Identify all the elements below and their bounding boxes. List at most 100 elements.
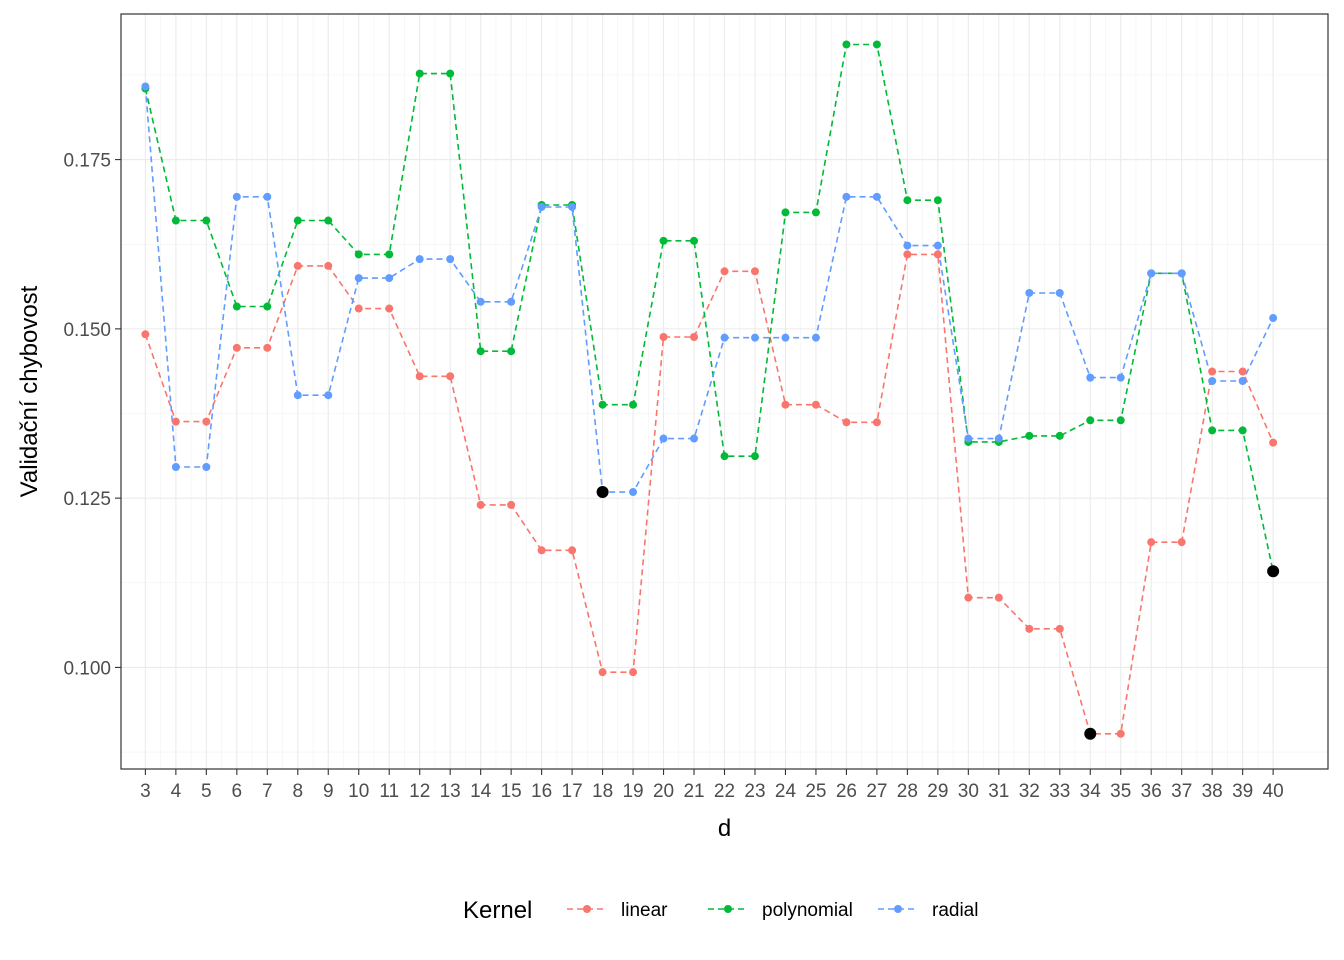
point-radial [690,434,699,443]
point-linear [964,593,973,602]
point-linear [263,343,272,352]
x-tick-label: 23 [744,781,765,802]
x-tick-label: 27 [866,781,887,802]
series-lines [144,43,1274,735]
point-radial [415,255,424,264]
y-tick-label: 0.175 [63,151,111,172]
x-tick-label: 6 [232,781,243,802]
point-radial [781,333,790,342]
point-linear [933,250,942,259]
x-tick-label: 7 [262,781,273,802]
point-linear [446,372,455,381]
point-polynomial [507,347,516,356]
x-tick-label: 17 [562,781,583,802]
point-polynomial [842,40,851,49]
x-tick-label: 33 [1049,781,1070,802]
point-radial [354,274,363,283]
x-tick-label: 39 [1232,781,1253,802]
point-radial [232,192,241,201]
point-linear [750,267,759,276]
point-radial [141,82,150,91]
x-tick-label: 29 [927,781,948,802]
point-linear [171,417,180,426]
grid-minor [121,14,1328,769]
point-linear [354,304,363,313]
legend-key-point-linear [583,905,591,913]
x-tick-label: 18 [592,781,613,802]
point-polynomial [659,236,668,245]
legend-key-point-radial [894,905,902,913]
legend-title: Kernel [463,897,532,924]
x-tick-label: 25 [805,781,826,802]
point-radial [1025,288,1034,297]
series-line-radial [144,86,1274,493]
x-tick-label: 15 [501,781,522,802]
x-tick-label: 22 [714,781,735,802]
point-polynomial [598,400,607,409]
point-polynomial [690,236,699,245]
x-tick-label: 12 [409,781,430,802]
point-radial [1116,373,1125,382]
y-axis-title: Validační chybovost [16,285,43,497]
highlight-point-linear [1084,727,1097,740]
point-linear [903,250,912,259]
point-linear [720,267,729,276]
point-radial [659,434,668,443]
x-tick-label: 8 [292,781,303,802]
point-polynomial [750,452,759,461]
point-linear [690,332,699,341]
point-radial [446,255,455,264]
point-radial [385,274,394,283]
point-radial [933,241,942,250]
x-tick-label: 24 [775,781,797,802]
point-radial [1238,377,1247,386]
x-tick-label: 36 [1141,781,1162,802]
point-polynomial [415,69,424,78]
point-polynomial [1208,426,1217,435]
point-radial [202,463,211,471]
x-tick-label: 13 [440,781,461,802]
point-polynomial [1055,431,1064,440]
x-tick-label: 16 [531,781,552,802]
point-polynomial [446,69,455,78]
legend-key-point-polynomial [724,905,732,913]
point-linear [598,668,607,677]
x-tick-label: 20 [653,781,674,802]
point-linear [781,400,790,409]
point-radial [811,333,820,342]
point-polynomial [202,216,211,225]
grid-major [121,14,1328,769]
x-tick-label: 4 [171,781,182,802]
highlight-points [596,486,1280,740]
point-linear [872,418,881,427]
point-radial [994,434,1003,443]
point-polynomial [1116,416,1125,425]
y-tick-label: 0.100 [63,658,111,679]
point-polynomial [720,452,729,461]
point-radial [629,488,638,497]
point-linear [415,372,424,381]
x-axis: 3 4 5 6 7 8 9 10 11 12 13 14 15 16 17 18 19 20 21 22 23 24 25 2… [140,769,1284,802]
point-polynomial [811,208,820,217]
legend-label-polynomial: polynomial [762,900,853,921]
point-radial [1086,373,1095,382]
point-polynomial [263,302,272,311]
point-polynomial [293,216,302,225]
point-polynomial [629,400,638,409]
point-linear [1147,538,1156,547]
point-radial [568,202,577,211]
x-tick-label: 11 [379,781,399,802]
point-radial [842,192,851,201]
point-radial [750,333,759,342]
x-tick-label: 37 [1171,781,1192,802]
x-tick-label: 9 [323,781,334,802]
x-tick-label: 19 [622,781,643,802]
x-tick-label: 3 [140,781,151,802]
point-linear [1269,438,1278,447]
x-tick-label: 10 [348,781,369,802]
point-linear [629,668,638,677]
x-tick-label: 5 [201,781,212,802]
x-tick-label: 30 [958,781,979,802]
x-tick-label: 32 [1019,781,1040,802]
